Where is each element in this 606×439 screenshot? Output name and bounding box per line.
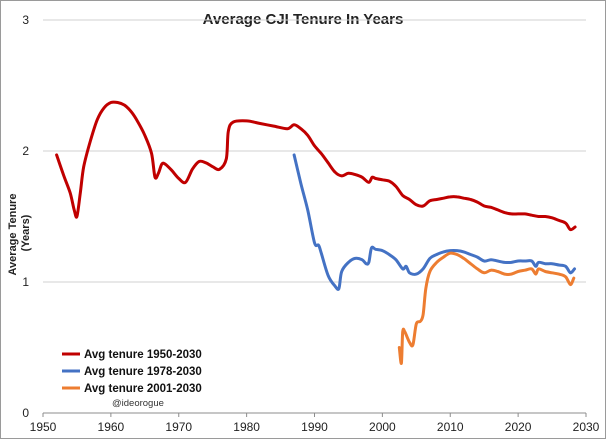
y-axis-label-line-2: (Years): [20, 214, 32, 251]
x-tick-label-1960: 1960: [98, 420, 125, 434]
y-tick-label-1: 1: [22, 275, 29, 289]
x-tick-label-2000: 2000: [369, 420, 396, 434]
x-tick-label-2030: 2030: [573, 420, 600, 434]
legend-label-series-3: Avg tenure 2001-2030: [84, 383, 202, 395]
series-line-2: [292, 153, 576, 291]
y-axis-ticks: 0 1 2 3: [22, 13, 29, 420]
x-tick-label-1950: 1950: [30, 420, 57, 434]
y-tick-label-3: 3: [22, 13, 29, 27]
x-tick-label-1990: 1990: [301, 420, 328, 434]
x-tick-label-2010: 2010: [437, 420, 464, 434]
y-axis-label: Average Tenure (Years): [7, 191, 32, 276]
series-lines: [55, 100, 577, 365]
legend-label-series-1: Avg tenure 1950-2030: [84, 349, 202, 361]
y-tick-label-2: 2: [22, 144, 29, 158]
credit-annotation: @ideorogue: [112, 398, 164, 409]
x-tick-label-1980: 1980: [233, 420, 260, 434]
legend: Avg tenure 1950-2030 Avg tenure 1978-203…: [62, 349, 202, 409]
x-axis-ticks: 1950 1960 1970 1980 1990 2000 2010 2020 2030: [30, 413, 600, 434]
y-tick-label-0: 0: [22, 406, 29, 420]
x-tick-label-2020: 2020: [505, 420, 532, 434]
x-tick-label-1970: 1970: [165, 420, 192, 434]
legend-label-series-2: Avg tenure 1978-2030: [84, 366, 202, 378]
y-axis-label-line-1: Average Tenure: [7, 194, 19, 276]
series-line-3: [397, 251, 576, 365]
series-line-1: [55, 100, 577, 232]
